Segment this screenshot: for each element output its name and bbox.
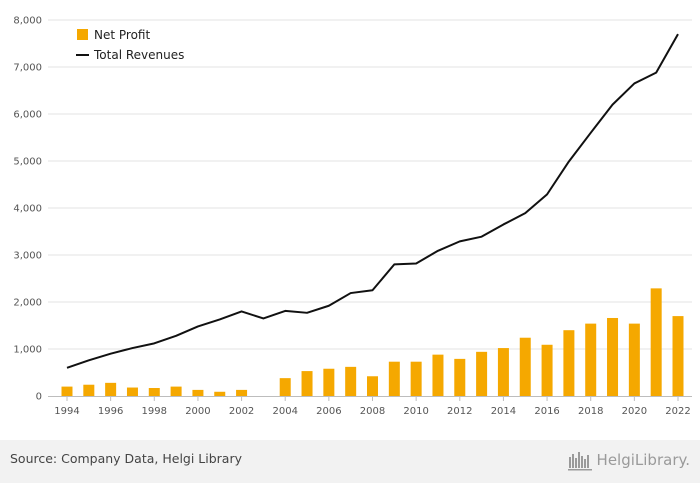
bar-net-profit	[650, 288, 662, 396]
bar-layer	[61, 288, 684, 396]
footer: Source: Company Data, Helgi Library Helg…	[0, 440, 700, 483]
bar-net-profit	[105, 382, 117, 396]
legend-swatch-net-profit	[77, 29, 88, 40]
y-tick-label: 1,000	[13, 345, 42, 356]
source-note: Source: Company Data, Helgi Library	[10, 451, 243, 466]
x-tick-label: 2008	[360, 406, 385, 417]
bar-net-profit	[301, 371, 313, 396]
brand-logo: HelgiLibrary.	[567, 449, 690, 471]
x-tick-label: 2002	[229, 406, 254, 417]
helgi-library-bookshelf-icon	[567, 452, 592, 471]
chart-svg: 0 1,000 2,000 3,000 4,000 5,000 6,000 7,000 8,00…	[13, 16, 692, 417]
x-tick-label: 2014	[491, 406, 516, 417]
bar-net-profit	[454, 358, 466, 396]
bar-net-profit	[519, 337, 531, 396]
x-tick-label: 2010	[403, 406, 428, 417]
bar-net-profit	[126, 387, 138, 396]
bar-net-profit	[388, 361, 400, 396]
chart-area: 0 1,000 2,000 3,000 4,000 5,000 6,000 7,000 8,00…	[13, 16, 692, 417]
y-tick-label: 8,000	[13, 16, 42, 27]
bar-net-profit	[410, 361, 422, 396]
bar-net-profit	[214, 391, 226, 396]
axis-layer: 0 1,000 2,000 3,000 4,000 5,000 6,000 7,000 8,00…	[13, 16, 692, 417]
x-tick-label: 1996	[98, 406, 123, 417]
bar-net-profit	[585, 323, 597, 396]
bar-net-profit	[279, 378, 291, 396]
bar-net-profit	[83, 384, 95, 396]
y-tick-label: 5,000	[13, 157, 42, 168]
y-tick-label: 4,000	[13, 204, 42, 215]
x-tick-label: 2022	[665, 406, 690, 417]
x-tick-label: 2004	[272, 406, 297, 417]
bar-net-profit	[367, 376, 378, 396]
y-tick-label: 0	[36, 392, 42, 403]
x-tick-label: 1998	[142, 406, 167, 417]
bar-net-profit	[476, 351, 488, 396]
bar-net-profit	[192, 389, 204, 396]
bar-net-profit	[236, 389, 248, 396]
x-tick-label: 2016	[534, 406, 559, 417]
bar-net-profit	[432, 354, 444, 396]
bar-net-profit	[345, 366, 357, 396]
series-line-total-revenues	[66, 33, 679, 369]
x-tick-label: 2006	[316, 406, 341, 417]
line-layer	[66, 33, 679, 369]
legend-label-net-profit: Net Profit	[94, 28, 150, 42]
bar-net-profit	[563, 330, 575, 396]
y-tick-label: 7,000	[13, 63, 42, 74]
bar-net-profit	[628, 323, 640, 396]
bar-net-profit	[323, 368, 335, 396]
legend-label-total-revenues: Total Revenues	[93, 48, 184, 62]
bar-net-profit	[148, 388, 160, 396]
bar-net-profit	[61, 386, 73, 396]
bar-net-profit	[497, 348, 509, 396]
bar-net-profit	[170, 386, 182, 396]
y-tick-label: 3,000	[13, 251, 42, 262]
x-tick-label: 2018	[578, 406, 603, 417]
brand-name: HelgiLibrary.	[596, 451, 690, 469]
y-tick-label: 2,000	[13, 298, 42, 309]
bar-net-profit	[541, 344, 553, 396]
x-tick-label: 1994	[54, 406, 79, 417]
x-tick-label: 2020	[622, 406, 647, 417]
x-tick-label: 2000	[185, 406, 210, 417]
y-tick-label: 6,000	[13, 110, 42, 121]
bar-net-profit	[672, 316, 684, 396]
x-tick-label: 2012	[447, 406, 472, 417]
grid-layer	[48, 19, 692, 350]
legend: Net Profit Total Revenues	[76, 28, 184, 62]
bar-net-profit	[607, 317, 619, 396]
